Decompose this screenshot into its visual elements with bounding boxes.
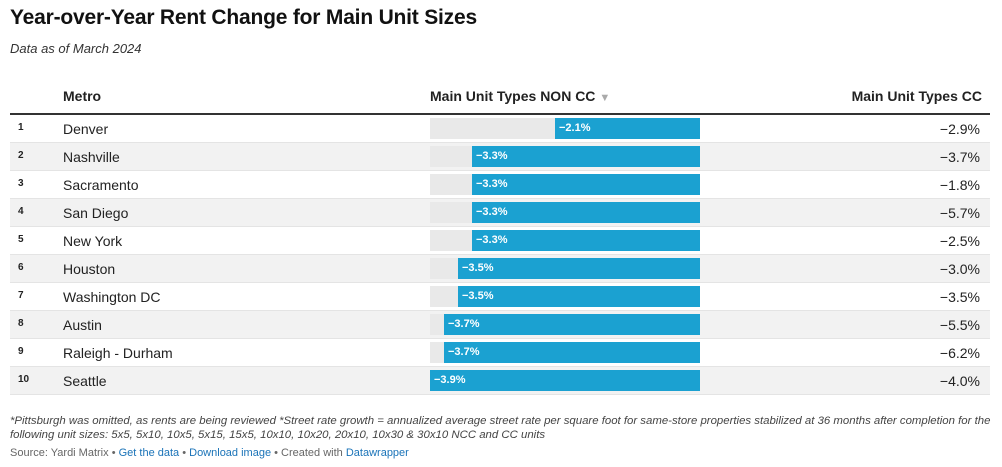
row-rank: 9 (18, 346, 24, 357)
sort-down-icon[interactable]: ▼ (599, 92, 611, 104)
bar-track: −3.7% (430, 314, 700, 335)
row-rank: 8 (18, 318, 24, 329)
column-header-metro[interactable]: Metro (63, 88, 102, 104)
table-row: 1 Denver −2.1% −2.9% (10, 115, 990, 143)
chart-title: Year-over-Year Rent Change for Main Unit… (10, 6, 477, 29)
bar-noncc: −3.9% (430, 370, 700, 391)
bar-noncc: −3.3% (472, 202, 700, 223)
row-metro: Seattle (63, 373, 107, 389)
row-rank: 7 (18, 290, 24, 301)
bar-noncc: −3.5% (458, 258, 700, 279)
created-with-label: Created with (281, 447, 343, 459)
bar-value-label: −3.9% (434, 374, 466, 386)
row-cc-value: −2.9% (939, 121, 980, 137)
table-row: 4 San Diego −3.3% −5.7% (10, 199, 990, 227)
column-header-noncc-label: Main Unit Types NON CC (430, 88, 596, 104)
row-rank: 1 (18, 122, 24, 133)
bar-track: −3.3% (430, 146, 700, 167)
bar-track: −3.5% (430, 286, 700, 307)
bar-noncc: −3.5% (458, 286, 700, 307)
datawrapper-link[interactable]: Datawrapper (345, 447, 409, 459)
row-metro: Austin (63, 317, 102, 333)
row-metro: New York (63, 233, 123, 249)
table-row: 9 Raleigh - Durham −3.7% −6.2% (10, 339, 990, 367)
bar-noncc: −3.3% (472, 146, 700, 167)
row-cc-value: −5.5% (939, 317, 980, 333)
download-image-link[interactable]: Download image (189, 447, 272, 459)
table-body: 1 Denver −2.1% −2.9% 2 Nashville −3.3% −3.7% 3 Sa… (10, 115, 990, 395)
bar-value-label: −3.5% (462, 262, 494, 274)
table-row: 10 Seattle −3.9% −4.0% (10, 367, 990, 395)
separator: • (108, 447, 119, 459)
bar-value-label: −3.5% (462, 290, 494, 302)
row-cc-value: −6.2% (939, 345, 980, 361)
table-row: 6 Houston −3.5% −3.0% (10, 255, 990, 283)
row-rank: 6 (18, 262, 24, 273)
row-cc-value: −2.5% (939, 233, 980, 249)
separator: • (179, 447, 190, 459)
column-header-cc[interactable]: Main Unit Types CC (851, 88, 982, 104)
row-cc-value: −5.7% (939, 205, 980, 221)
table-row: 7 Washington DC −3.5% −3.5% (10, 283, 990, 311)
row-rank: 5 (18, 234, 24, 245)
row-metro: Raleigh - Durham (63, 345, 173, 361)
bar-value-label: −3.3% (476, 150, 508, 162)
bar-noncc: −3.3% (472, 230, 700, 251)
row-rank: 3 (18, 178, 24, 189)
row-cc-value: −3.7% (939, 149, 980, 165)
bar-track: −3.5% (430, 258, 700, 279)
row-metro: Washington DC (63, 289, 161, 305)
bar-track: −2.1% (430, 118, 700, 139)
chart-subtitle: Data as of March 2024 (10, 41, 142, 56)
bar-noncc: −3.7% (444, 342, 700, 363)
separator: • (271, 447, 282, 459)
row-metro: San Diego (63, 205, 129, 221)
bar-value-label: −3.7% (448, 346, 480, 358)
row-rank: 4 (18, 206, 24, 217)
row-metro: Denver (63, 121, 109, 137)
row-cc-value: −4.0% (939, 373, 980, 389)
bar-noncc: −3.7% (444, 314, 700, 335)
row-cc-value: −3.0% (939, 261, 980, 277)
row-cc-value: −3.5% (939, 289, 980, 305)
row-cc-value: −1.8% (939, 177, 980, 193)
row-metro: Houston (63, 261, 116, 277)
bar-value-label: −3.3% (476, 206, 508, 218)
bar-noncc: −3.3% (472, 174, 700, 195)
bar-track: −3.3% (430, 230, 700, 251)
row-rank: 10 (18, 374, 30, 385)
bar-track: −3.9% (430, 370, 700, 391)
table-row: 3 Sacramento −3.3% −1.8% (10, 171, 990, 199)
column-header-noncc[interactable]: Main Unit Types NON CC ▼ (430, 88, 610, 104)
table-row: 2 Nashville −3.3% −3.7% (10, 143, 990, 171)
header-divider (10, 113, 990, 115)
row-metro: Nashville (63, 149, 120, 165)
bar-track: −3.3% (430, 174, 700, 195)
row-rank: 2 (18, 150, 24, 161)
row-metro: Sacramento (63, 177, 139, 193)
table-row: 8 Austin −3.7% −5.5% (10, 311, 990, 339)
source-label: Source: Yardi Matrix (10, 447, 109, 459)
table-row: 5 New York −3.3% −2.5% (10, 227, 990, 255)
bar-value-label: −2.1% (559, 122, 591, 134)
bar-value-label: −3.7% (448, 318, 480, 330)
get-data-link[interactable]: Get the data (118, 447, 180, 459)
bar-track: −3.7% (430, 342, 700, 363)
bar-track: −3.3% (430, 202, 700, 223)
bar-value-label: −3.3% (476, 178, 508, 190)
bar-noncc: −2.1% (555, 118, 700, 139)
source-line: Source: Yardi Matrix • Get the data • Do… (10, 447, 409, 459)
footnote: *Pittsburgh was omitted, as rents are be… (10, 415, 991, 441)
bar-value-label: −3.3% (476, 234, 508, 246)
